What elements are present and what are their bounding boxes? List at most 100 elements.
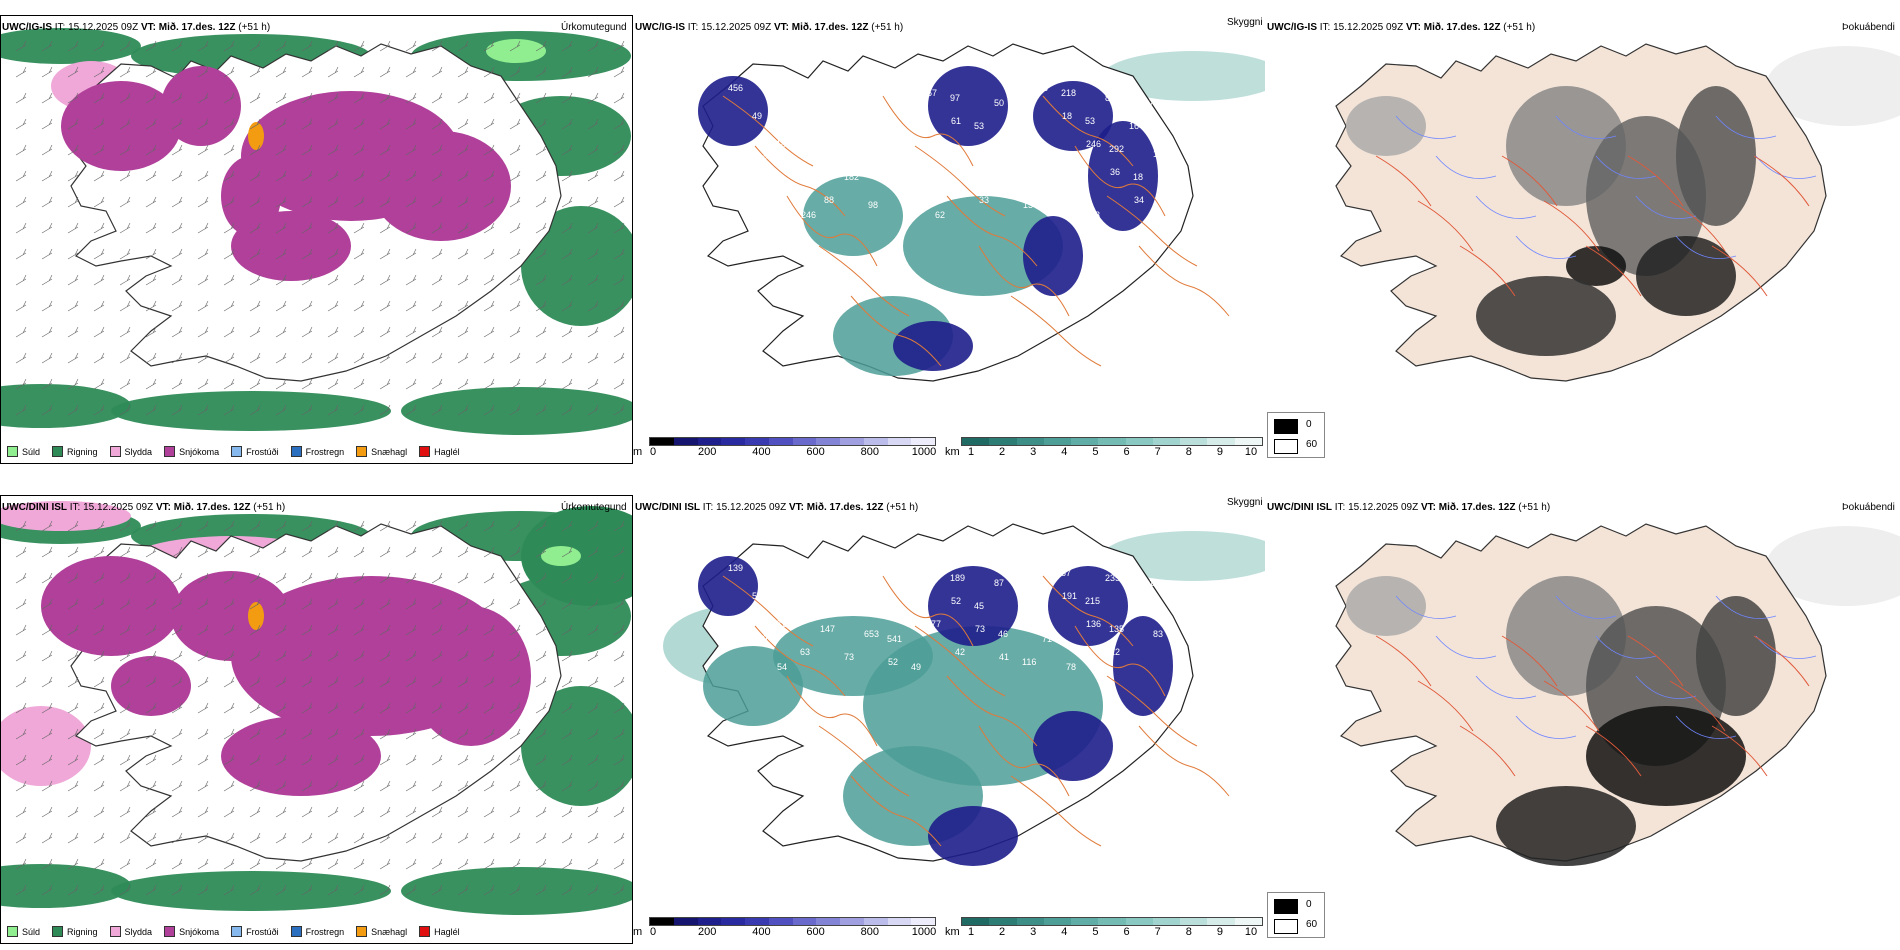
wind-barb <box>41 780 53 792</box>
wind-barb <box>509 754 521 766</box>
wind-barb <box>431 780 443 792</box>
wind-barb <box>119 196 131 208</box>
wind-barb <box>327 806 339 818</box>
wind-barb <box>405 170 417 182</box>
wind-barb <box>93 806 105 818</box>
road-line <box>1585 725 1642 777</box>
wind-barb <box>171 300 183 312</box>
wind-barb <box>249 144 261 156</box>
wind-barb <box>15 884 27 896</box>
legend-swatch <box>7 446 18 457</box>
wind-barb <box>249 66 261 78</box>
wind-barb <box>457 520 469 532</box>
wind-barb <box>405 92 417 104</box>
panel-header-row1-col1: UWC/IG-IS IT: 15.12.2025 09Z VT: Mið. 17… <box>2 22 271 33</box>
visibility-low-area <box>1023 216 1083 296</box>
snow-area <box>61 81 181 171</box>
wind-barb <box>353 806 365 818</box>
road-line <box>1074 625 1166 697</box>
wind-barb <box>171 650 183 662</box>
wind-barb <box>171 92 183 104</box>
visibility-sea-area <box>1103 531 1265 581</box>
visibility-value-label: 397 <box>927 568 942 578</box>
legend-label: Snjókoma <box>179 446 220 457</box>
wind-barb <box>509 300 521 312</box>
wind-barb <box>301 806 313 818</box>
wind-barb <box>613 806 625 818</box>
wind-barb <box>405 806 417 818</box>
legend-item: Súld <box>7 926 40 937</box>
wind-barb <box>587 546 599 558</box>
wind-barb <box>301 832 313 844</box>
wind-barb <box>223 274 235 286</box>
wind-barb <box>197 728 209 740</box>
visibility-value-label: 57 <box>752 591 762 601</box>
road-line <box>1543 200 1600 252</box>
visibility-value-label: 53 <box>1085 116 1095 126</box>
wind-barb <box>327 144 339 156</box>
wind-barb <box>483 832 495 844</box>
wind-barb <box>119 650 131 662</box>
wind-barb <box>119 144 131 156</box>
wind-barb <box>145 702 157 714</box>
legend-swatch <box>231 926 243 937</box>
wind-barb <box>41 144 53 156</box>
colorbar-segment <box>1180 918 1208 925</box>
wind-barb <box>93 702 105 714</box>
colorbar-segment <box>768 438 793 445</box>
wind-barb <box>483 624 495 636</box>
wind-barb <box>197 40 209 52</box>
sleet-area <box>1 706 91 786</box>
road-line <box>978 245 1070 317</box>
wind-barb <box>483 598 495 610</box>
visibility-value-label: 73 <box>844 652 854 662</box>
wind-barb <box>509 66 521 78</box>
wind-barb <box>145 352 157 364</box>
wind-barb <box>431 248 443 260</box>
visibility-value-label: 147 <box>820 624 835 634</box>
snow-area <box>411 606 531 746</box>
wind-barb <box>41 352 53 364</box>
wind-barb <box>405 780 417 792</box>
wind-barb <box>145 118 157 130</box>
wind-barb <box>509 858 521 870</box>
wind-barb <box>509 196 521 208</box>
wind-barb <box>405 196 417 208</box>
wind-barb <box>379 274 391 286</box>
wind-barb <box>509 144 521 156</box>
wind-barb <box>613 780 625 792</box>
visibility-value-label: 36 <box>1110 167 1120 177</box>
fog-index-area <box>1476 276 1616 356</box>
fog-legend-label: 60 <box>1306 439 1318 450</box>
wind-barb <box>613 546 625 558</box>
rain-area <box>1 384 131 428</box>
wind-barb <box>145 546 157 558</box>
visibility-value-label: 152 <box>1038 563 1053 573</box>
visibility-value-label: 246 <box>1086 139 1101 149</box>
wind-barb <box>145 144 157 156</box>
colorbar-segment <box>745 438 769 445</box>
wind-barb <box>587 702 599 714</box>
fog-legend-swatch <box>1274 439 1298 454</box>
road-line <box>1543 680 1600 732</box>
road-line <box>882 95 974 167</box>
wind-barb <box>353 274 365 286</box>
wind-barb <box>223 702 235 714</box>
colorbar-strip <box>961 437 1263 446</box>
visibility-value-label: 86 <box>1038 83 1048 93</box>
wind-barb <box>171 624 183 636</box>
wind-barb <box>67 248 79 260</box>
visibility-value-label: 98 <box>868 200 878 210</box>
wind-barb <box>171 728 183 740</box>
wind-barb <box>67 170 79 182</box>
wind-barb <box>379 326 391 338</box>
wind-barb <box>561 598 573 610</box>
river-line <box>1435 635 1497 659</box>
colorbar-strip <box>961 917 1263 926</box>
wind-barb <box>561 40 573 52</box>
river-line <box>1755 155 1817 179</box>
wind-barb <box>457 66 469 78</box>
wind-barb <box>301 780 313 792</box>
wind-barb <box>171 676 183 688</box>
wind-barb <box>145 170 157 182</box>
